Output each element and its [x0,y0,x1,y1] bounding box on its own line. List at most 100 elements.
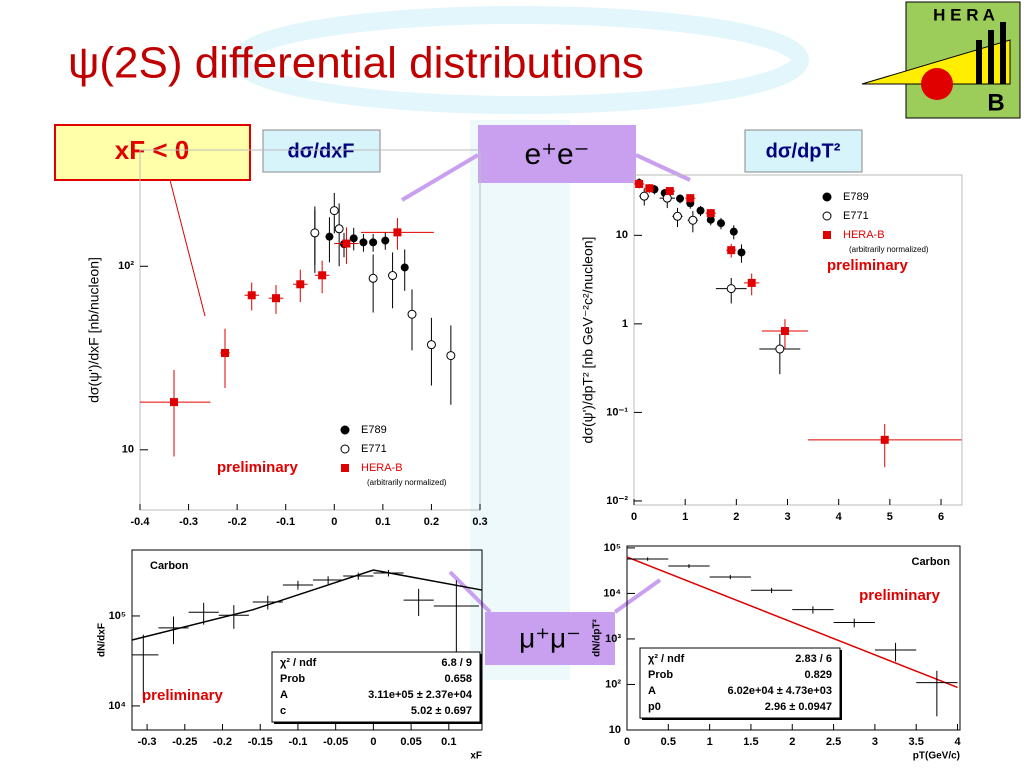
marker [325,232,334,241]
chart-title: Carbon [150,560,189,572]
x-tick-label: -0.2 [228,516,247,528]
stats-key: p0 [648,701,661,713]
y-tick-label: 10² [118,260,134,272]
x-tick-label: -0.15 [248,736,273,748]
marker [400,263,409,272]
y-axis-label: dN/dxF [97,623,108,657]
marker [662,193,672,203]
stats-key: χ² / ndf [280,657,317,669]
stats-value: 6.02e+04 ± 4.73e+03 [727,685,832,697]
marker [349,234,358,243]
stats-box [639,647,841,719]
x-tick-label: 0 [631,511,637,523]
marker [775,344,785,354]
stats-box [271,651,481,723]
marker [737,248,746,257]
x-tick-label: 0 [370,736,376,748]
marker [426,340,436,350]
stats-value: 2.83 / 6 [795,653,832,665]
annotation: preliminary [859,587,941,604]
x-tick-label: 2 [733,511,739,523]
legend-note: (arbitrarily normalized) [367,478,447,487]
pointer-line [635,153,691,182]
logo-bar [988,30,994,84]
legend-marker [822,192,832,202]
plot-frame [633,174,963,506]
legend-label: E789 [843,191,869,203]
y-tick-label: 10⁴ [108,700,126,712]
marker [688,215,698,225]
x-tick-label: 1 [707,736,713,748]
annotation: preliminary [827,257,909,274]
legend-marker [822,211,832,221]
y-tick-label: 10⁻¹ [606,406,628,418]
marker [635,179,644,188]
logo-text: B [987,89,1004,116]
legend-marker [823,231,831,239]
watermark [470,120,570,680]
marker [368,273,378,283]
x-tick-label: 4 [954,736,961,748]
marker [686,194,695,203]
marker [369,238,378,247]
legend-marker [340,425,350,435]
x-tick-label: 0 [331,516,337,528]
plot-frame [139,149,481,511]
annotation: preliminary [142,687,224,704]
y-tick-label: 10⁵ [109,610,126,622]
fit-line [626,556,958,689]
marker [342,239,351,248]
y-tick-label: 10³ [605,633,621,645]
x-tick-label: 2.5 [826,736,841,748]
marker [706,209,715,218]
marker [780,327,789,336]
marker [170,398,178,407]
fit-line [131,569,483,641]
y-tick-label: 10 [616,229,628,241]
x-tick-label: -0.3 [138,736,157,748]
marker [318,271,327,280]
x-tick-label: 0.1 [375,516,390,528]
x-tick-label: -0.3 [179,516,198,528]
x-tick-label: 6 [938,511,944,523]
label-box [54,124,251,181]
marker [672,211,682,221]
y-tick-label: 10⁻² [606,495,628,507]
x-tick-label: 4 [836,511,843,523]
x-tick-label: -0.1 [276,516,295,528]
marker [880,435,889,444]
x-tick-label: -0.1 [288,736,307,748]
pointer-line [448,570,492,614]
marker [393,228,402,237]
label-box [744,129,863,173]
legend-label: HERA-B [361,462,403,474]
x-tick-label: 2 [789,736,795,748]
stats-value: 3.11e+05 ± 2.37e+04 [368,689,473,701]
y-axis-label: dσ(ψ')/dxF [nb/nucleon] [86,257,102,403]
y-axis-label: dσ(ψ')/dpT² [nb GeV⁻²c²/nucleon] [580,237,596,444]
y-tick-label: 1 [622,318,628,330]
marker [247,291,256,300]
x-tick-label: -0.05 [323,736,348,748]
marker [726,284,736,294]
marker [665,187,674,196]
stats-value: 5.02 ± 0.697 [411,705,472,717]
logo-circle [921,68,953,100]
label: dσ/dpT² [766,140,841,162]
x-tick-label: -0.4 [131,516,151,528]
x-axis-label: pT(GeV/c) [913,751,960,762]
stats-key: A [648,685,656,697]
legend-marker [340,444,350,454]
logo: H E R A B [861,1,1021,119]
marker [334,224,344,234]
pointer-line [400,153,480,202]
marker [696,206,705,215]
y-tick-label: 10 [609,724,621,736]
stats-value: 0.658 [444,673,472,685]
marker [676,194,685,203]
legend-label: E771 [843,210,869,222]
marker [296,280,305,289]
legend-label: E789 [361,424,387,436]
x-tick-label: 0.2 [424,516,439,528]
